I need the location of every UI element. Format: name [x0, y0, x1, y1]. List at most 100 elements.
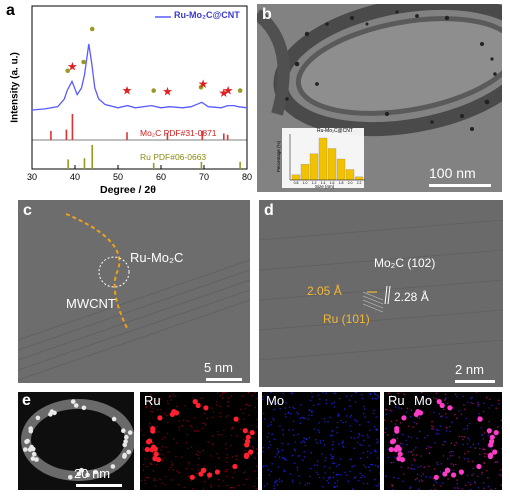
nanoparticle	[25, 438, 30, 444]
ru-peak-marker	[81, 59, 86, 65]
nanoparticle	[81, 405, 87, 411]
histogram-tick-label: 0.8	[294, 181, 299, 185]
inset-ylabel: Percentage (%)	[276, 140, 282, 173]
inset-legend: Ru-Mo₂C@CNT	[317, 128, 353, 134]
panel-c: c Ru-Mo₂C MWCNT 5 nm	[18, 200, 250, 383]
scalebar-b-label: 100 nm	[429, 165, 476, 181]
histogram-tick-label: 2.2	[357, 181, 362, 185]
panel-d: d Mo₂C (102) 2.05 Å 2.28 Å Ru (101) 2 nm	[259, 200, 503, 387]
nanoparticle	[68, 475, 73, 480]
d-spacing-2: 2.28 Å	[394, 290, 429, 304]
scalebar-c	[206, 378, 242, 381]
ru-peak-marker	[89, 26, 95, 32]
nanoparticle	[93, 469, 98, 475]
histogram-bar	[318, 137, 328, 181]
scalebar-c-label: 5 nm	[204, 360, 233, 375]
x-tick-label: 30	[27, 172, 37, 182]
mo2c-peak-marker: ★	[198, 77, 209, 91]
nanoparticle	[110, 464, 116, 469]
ru-ref-label: Ru PDF#06-0663	[140, 152, 207, 162]
rumo2c-label: Ru-Mo₂C	[130, 250, 184, 265]
ru-peak-marker	[198, 85, 204, 90]
nanoparticle	[31, 451, 37, 457]
xrd-xlabel: Degree / 2θ	[100, 184, 156, 196]
haadf-image: e 20 nm	[18, 392, 134, 490]
histogram-tick-label: 2.0	[348, 181, 353, 185]
histogram-bar	[354, 176, 364, 181]
map-mo: Mo	[262, 392, 380, 490]
x-tick-label: 80	[242, 172, 252, 182]
nanoparticle	[34, 457, 39, 462]
ru-peak-marker	[151, 88, 156, 93]
panel-c-label: c	[23, 202, 32, 219]
histogram-tick-label: 1.4	[321, 181, 326, 185]
histogram-tick-label: 1.2	[312, 181, 317, 185]
histogram-tick-label: 1.6	[330, 181, 335, 185]
nanoparticle	[122, 452, 127, 458]
x-tick-label: 40	[70, 172, 80, 182]
nanoparticle	[76, 471, 82, 477]
nanoparticle	[124, 434, 129, 440]
mo2c-ref-label: Mo₂C PDF#31-0871	[140, 128, 217, 138]
mo2c-peak-marker: ★	[67, 59, 78, 73]
nanoparticle	[73, 403, 79, 408]
nanoparticle	[111, 416, 117, 422]
nanoparticle	[35, 415, 41, 421]
nanoparticle	[29, 444, 34, 450]
histogram-tick-label: 1.0	[303, 181, 308, 185]
d-spacing-1: 2.05 Å	[307, 284, 342, 298]
inset-xlabel: Size (nm)	[315, 184, 335, 189]
map-overlay-label-mo: Mo	[414, 393, 433, 408]
x-tick-label: 70	[199, 172, 209, 182]
scalebar-d-label: 2 nm	[455, 362, 484, 377]
nanoparticle	[70, 399, 76, 404]
histogram-bar	[345, 169, 355, 181]
mo2c-peak-marker: ★	[162, 85, 173, 99]
map-overlay-label-ru: Ru	[388, 393, 405, 408]
nanoparticle	[123, 439, 128, 444]
panel-b-image: 0.8 1.0 1.2 1.4 1.6 1.8 2.0 2.2	[257, 4, 502, 192]
x-tick-label: 60	[156, 172, 166, 182]
xrd-chart: 30 40 50 60 70 80 ★★ ★★★★	[27, 5, 252, 182]
scalebar-d	[455, 380, 495, 383]
panel-a-label: a	[6, 2, 15, 19]
nanoparticle	[52, 410, 57, 416]
nanoparticle	[126, 449, 131, 455]
mo2c-peak-marker: ★	[122, 84, 133, 98]
nanoparticle	[127, 430, 133, 435]
map-ru-label: Ru	[144, 393, 161, 408]
histogram-bar	[309, 153, 319, 181]
legend-text: Ru-Mo₂C@CNT	[174, 10, 240, 20]
histogram-bars: 0.8 1.0 1.2 1.4 1.6 1.8 2.0 2.2	[289, 134, 365, 185]
panel-e: e 20 nm Ru Mo Ru Mo	[18, 392, 506, 492]
mwcnt-label: MWCNT	[66, 296, 116, 311]
histogram-bar	[327, 148, 337, 181]
histogram-bar	[300, 164, 310, 181]
nanoparticle	[23, 447, 28, 452]
nanoparticle	[48, 412, 53, 417]
xrd-curve	[31, 43, 248, 111]
nanoparticle	[85, 472, 90, 478]
panel-d-label: d	[264, 202, 274, 219]
histogram-tick-label: 1.8	[339, 181, 344, 185]
ru-plane-label: Ru (101)	[323, 312, 370, 326]
scalebar-b	[429, 184, 491, 187]
panel-d-image	[259, 200, 503, 387]
map-mo-label: Mo	[266, 393, 285, 408]
xrd-plot-frame	[31, 5, 248, 170]
map-overlay: Ru Mo	[384, 392, 502, 490]
panel-c-image	[18, 200, 250, 383]
ru-peak-marker	[237, 88, 243, 93]
nanoparticle	[121, 428, 126, 433]
map-ru: Ru	[140, 392, 258, 490]
nanoparticle	[79, 467, 84, 473]
scalebar-e-label: 20 nm	[74, 466, 111, 481]
mo2c-peak-marker: ★	[223, 84, 234, 98]
histogram-bar	[336, 158, 346, 181]
panel-e-label: e	[22, 392, 31, 409]
mo2c-peak-marker: ★	[218, 86, 229, 100]
xrd-ylabel: Intensity (a. u.)	[9, 52, 21, 123]
x-tick-label: 50	[113, 172, 123, 182]
panel-a: a 30 40 50 60 70 80 ★ ★ ★ ★ ★ ★ Ru-Mo₂C@CNT Mo₂C P…	[0, 0, 255, 200]
scalebar-e	[76, 484, 122, 487]
